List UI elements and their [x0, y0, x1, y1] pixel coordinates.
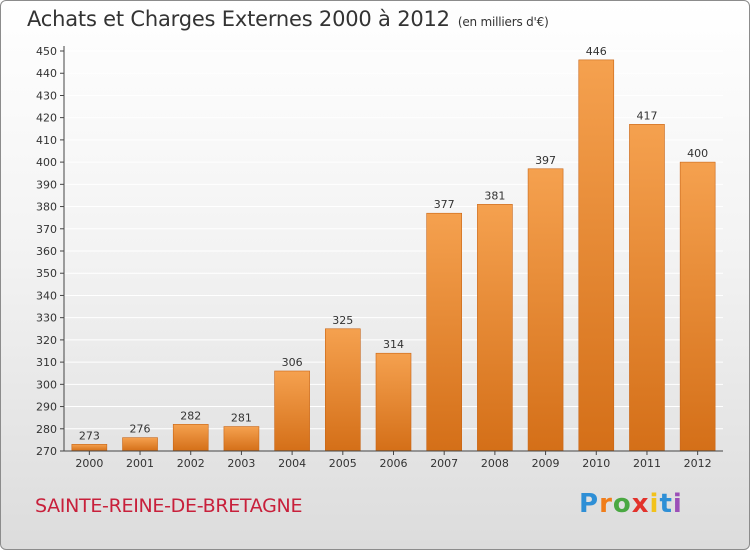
y-tick-label: 360	[36, 245, 57, 258]
y-tick-label: 310	[36, 356, 57, 369]
y-tick-label: 300	[36, 378, 57, 391]
bar-2004	[274, 370, 310, 452]
logo-letter: x	[631, 489, 650, 519]
bar-2001	[122, 437, 158, 452]
y-tick-label: 430	[36, 89, 57, 102]
x-tick-labels: 2000 2001 2002 2003 2004 2005 2006 2007 2008 2009…	[75, 457, 711, 470]
data-label: 400	[687, 147, 708, 160]
y-tick-label: 340	[36, 289, 57, 302]
x-tick-label: 2009	[532, 457, 560, 470]
bar-2002	[172, 424, 209, 452]
chart-title: Achats et Charges Externes 2000 à 2012 (e…	[27, 7, 549, 31]
y-tick-label: 380	[36, 201, 57, 214]
logo-letter: o	[612, 489, 632, 519]
data-labels: 273 276 282 281 306 325 314 377 381 397 446 417 400	[79, 45, 708, 442]
bar-2003	[223, 426, 260, 452]
axes	[60, 46, 723, 455]
chart-title-text: Achats et Charges Externes 2000 à 2012	[27, 7, 450, 31]
proxiti-logo: Proxiti	[579, 489, 683, 519]
data-label: 306	[282, 356, 303, 369]
y-tick-label: 440	[36, 67, 57, 80]
x-tick-label: 2002	[177, 457, 205, 470]
data-label: 446	[586, 45, 607, 58]
bar-2010	[578, 59, 615, 452]
chart-title-unit: (en milliers d'€)	[457, 15, 549, 29]
y-tick-label: 410	[36, 134, 57, 147]
x-tick-label: 2000	[75, 457, 103, 470]
data-label: 282	[180, 409, 201, 422]
x-tick-label: 2012	[684, 457, 712, 470]
x-tick-label: 2003	[227, 457, 255, 470]
y-tick-label: 390	[36, 178, 57, 191]
y-tick-labels: 270 280 290 300 310 320 330 340 350 360 370 380 390 4…	[36, 45, 57, 458]
bar-2006	[375, 352, 412, 452]
bar-2007	[426, 212, 462, 452]
y-tick-label: 370	[36, 223, 57, 236]
data-label: 381	[484, 189, 505, 202]
bar-2008	[477, 204, 513, 452]
data-label: 314	[383, 338, 404, 351]
y-tick-label: 450	[36, 45, 57, 58]
y-tick-label: 400	[36, 156, 57, 169]
bar-2009	[527, 168, 564, 452]
data-label: 397	[535, 154, 556, 167]
y-tick-label: 330	[36, 312, 57, 325]
x-tick-label: 2004	[278, 457, 306, 470]
x-tick-label: 2011	[633, 457, 661, 470]
x-tick-label: 2008	[481, 457, 509, 470]
x-tick-label: 2005	[329, 457, 357, 470]
logo-letter: i	[672, 489, 683, 519]
logo-letter: t	[659, 489, 673, 519]
y-tick-label: 420	[36, 112, 57, 125]
y-tick-label: 280	[36, 423, 57, 436]
bar-2011	[629, 124, 665, 452]
x-tick-label: 2006	[380, 457, 408, 470]
x-tick-label: 2007	[430, 457, 458, 470]
data-label: 273	[79, 429, 100, 442]
logo-letter: i	[649, 489, 660, 519]
commune-name: SAINTE-REINE-DE-BRETAGNE	[35, 495, 303, 517]
logo-letter: P	[579, 489, 600, 519]
x-tick-label: 2010	[582, 457, 610, 470]
bar-2005	[325, 328, 361, 452]
data-label: 417	[636, 109, 657, 122]
bar-2012	[679, 161, 716, 452]
y-tick-label: 350	[36, 267, 57, 280]
bars	[71, 59, 716, 452]
data-label: 276	[130, 423, 151, 436]
data-label: 281	[231, 412, 252, 425]
data-label: 377	[434, 198, 455, 211]
y-tick-label: 290	[36, 401, 57, 414]
data-label: 325	[332, 314, 353, 327]
y-tick-label: 320	[36, 334, 57, 347]
x-tick-label: 2001	[126, 457, 154, 470]
logo-letter: r	[599, 489, 613, 519]
y-tick-label: 270	[36, 445, 57, 458]
bar-2000	[71, 444, 108, 452]
